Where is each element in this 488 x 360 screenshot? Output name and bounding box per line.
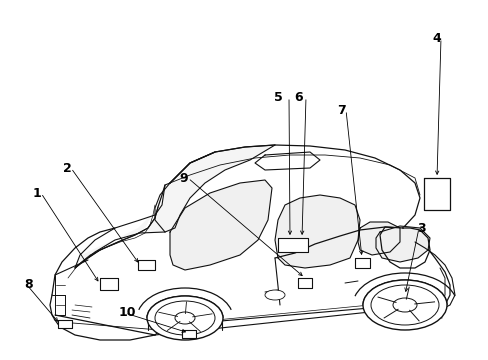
- Ellipse shape: [392, 298, 416, 312]
- Polygon shape: [58, 320, 72, 328]
- Polygon shape: [182, 330, 196, 338]
- Polygon shape: [297, 278, 311, 288]
- Text: 5: 5: [274, 90, 283, 104]
- Ellipse shape: [362, 280, 446, 330]
- Text: 8: 8: [24, 279, 33, 292]
- Text: 2: 2: [62, 162, 71, 175]
- Text: 9: 9: [179, 171, 188, 185]
- Polygon shape: [423, 178, 449, 210]
- Polygon shape: [278, 238, 307, 252]
- Ellipse shape: [264, 290, 285, 300]
- Polygon shape: [357, 222, 399, 255]
- Text: 1: 1: [33, 186, 41, 199]
- Text: 7: 7: [337, 104, 346, 117]
- Polygon shape: [100, 278, 118, 290]
- Polygon shape: [138, 260, 155, 270]
- Ellipse shape: [155, 301, 215, 335]
- Polygon shape: [170, 180, 271, 270]
- Ellipse shape: [175, 312, 195, 324]
- Polygon shape: [68, 183, 170, 278]
- Ellipse shape: [370, 285, 438, 325]
- Text: 6: 6: [293, 90, 302, 104]
- Polygon shape: [375, 226, 429, 262]
- Text: 10: 10: [118, 306, 136, 320]
- Text: 4: 4: [432, 32, 441, 45]
- Text: 3: 3: [416, 221, 425, 234]
- Polygon shape: [50, 227, 461, 340]
- Polygon shape: [75, 145, 274, 268]
- Ellipse shape: [147, 296, 223, 340]
- Polygon shape: [274, 195, 359, 268]
- Polygon shape: [75, 145, 419, 268]
- Polygon shape: [354, 258, 369, 268]
- Polygon shape: [52, 183, 170, 295]
